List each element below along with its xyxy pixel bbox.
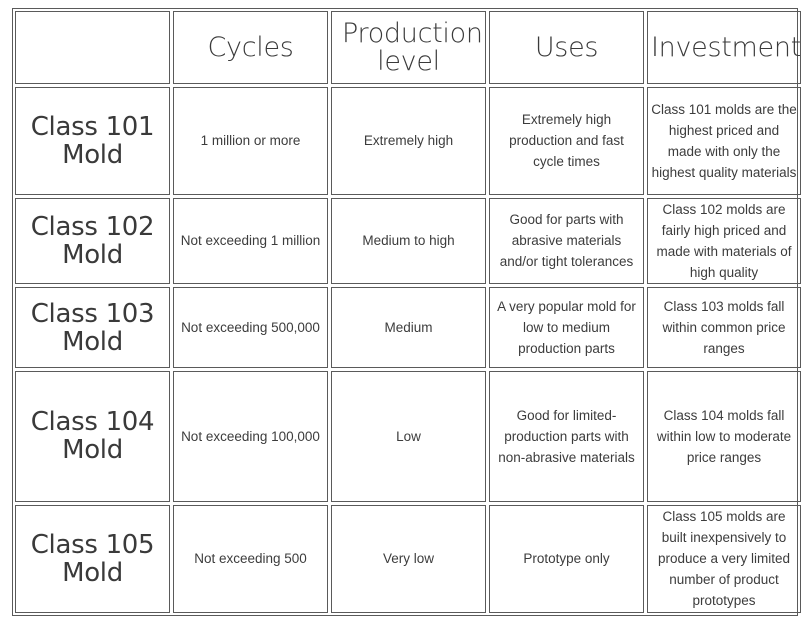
cell-investment: Class 103 molds fall within common price… — [647, 286, 801, 369]
row-label-class-103: Class 103 Mold — [15, 286, 170, 369]
cell-production-level: Very low — [331, 504, 486, 613]
cell-investment: Class 101 molds are the highest priced a… — [647, 87, 801, 195]
cell-production-level: Low — [331, 371, 486, 502]
cell-uses: Prototype only — [489, 504, 644, 613]
cell-cycles: 1 million or more — [173, 87, 328, 195]
cell-cycles: Not exceeding 500,000 — [173, 286, 328, 369]
row-label-class-102: Class 102 Mold — [15, 197, 170, 284]
row-label-class-105: Class 105 Mold — [15, 504, 170, 613]
cell-uses: Extremely high production and fast cycle… — [489, 87, 644, 195]
table-row: Class 101 Mold 1 million or more Extreme… — [15, 87, 801, 195]
cell-investment: Class 102 molds are fairly high priced a… — [647, 197, 801, 284]
row-label-class-101: Class 101 Mold — [15, 87, 170, 195]
table-row: Class 104 Mold Not exceeding 100,000 Low… — [15, 371, 801, 502]
mold-class-table: Cycles Production level Uses Investment … — [12, 8, 804, 616]
cell-production-level: Medium — [331, 286, 486, 369]
header-empty — [15, 11, 170, 85]
cell-uses: Good for limited-production parts with n… — [489, 371, 644, 502]
cell-cycles: Not exceeding 100,000 — [173, 371, 328, 502]
cell-cycles: Not exceeding 1 million — [173, 197, 328, 284]
header-cycles: Cycles — [173, 11, 328, 85]
cell-production-level: Extremely high — [331, 87, 486, 195]
table-row: Class 102 Mold Not exceeding 1 million M… — [15, 197, 801, 284]
cell-uses: A very popular mold for low to medium pr… — [489, 286, 644, 369]
cell-investment: Class 105 molds are built inexpensively … — [647, 504, 801, 613]
header-row: Cycles Production level Uses Investment — [15, 11, 801, 85]
table-outer-border — [12, 8, 798, 616]
table-row: Class 105 Mold Not exceeding 500 Very lo… — [15, 504, 801, 613]
cell-cycles: Not exceeding 500 — [173, 504, 328, 613]
row-label-class-104: Class 104 Mold — [15, 371, 170, 502]
cell-uses: Good for parts with abrasive materials a… — [489, 197, 644, 284]
table-row: Class 103 Mold Not exceeding 500,000 Med… — [15, 286, 801, 369]
header-investment: Investment — [647, 11, 801, 85]
cell-investment: Class 104 molds fall within low to moder… — [647, 371, 801, 502]
cell-production-level: Medium to high — [331, 197, 486, 284]
header-uses: Uses — [489, 11, 644, 85]
header-production-level: Production level — [331, 11, 486, 85]
